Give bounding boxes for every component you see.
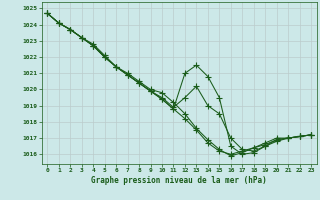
X-axis label: Graphe pression niveau de la mer (hPa): Graphe pression niveau de la mer (hPa) bbox=[91, 176, 267, 185]
